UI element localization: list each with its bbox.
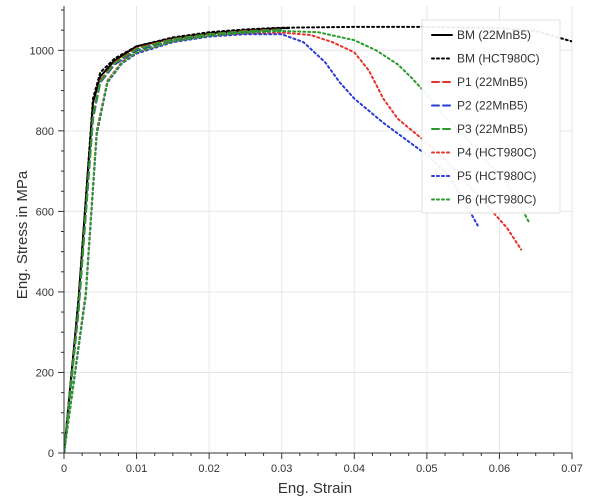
- series-line-2: [64, 25, 572, 453]
- y-tick-label: 1000: [30, 45, 54, 57]
- legend-label: BM (22MnB5): [457, 28, 531, 42]
- x-tick-label: 0: [61, 463, 67, 475]
- x-tick-label: 0.06: [489, 463, 510, 475]
- legend-label: P1 (22MnB5): [457, 75, 528, 89]
- x-tick-label: 0.05: [416, 463, 437, 475]
- y-tick-label: 600: [36, 206, 54, 218]
- x-tick-label: 0.03: [271, 463, 292, 475]
- x-tick-label: 0.02: [198, 463, 219, 475]
- legend-label: BM (HCT980C): [457, 52, 540, 66]
- legend: BM (22MnB5) BM (HCT980C) P1 (22MnB5) P2 (22…: [421, 19, 561, 214]
- x-tick-label: 0.04: [344, 463, 365, 475]
- x-tick-label: 0.07: [561, 463, 582, 475]
- series-line-5: [64, 28, 283, 453]
- legend-label: P6 (HCT980C): [457, 193, 536, 207]
- legend-label: P5 (HCT980C): [457, 169, 536, 183]
- x-axis-title: Eng. Strain: [278, 480, 352, 497]
- y-tick-label: 800: [36, 126, 54, 138]
- legend-label: P2 (22MnB5): [457, 99, 528, 113]
- series-line-7: [64, 33, 479, 453]
- y-tick-label: 400: [36, 287, 54, 299]
- y-tick-label: 0: [48, 448, 54, 460]
- axes: [58, 6, 573, 459]
- tick-labels: 0 0.01 0.02 0.03 0.04 0.05 0.06 0.07 0 200 400 600 8…: [30, 45, 583, 475]
- series-line-4: [64, 29, 283, 453]
- legend-label: P3 (22MnB5): [457, 122, 528, 136]
- y-axis-title: Eng. Stress in MPa: [14, 170, 31, 299]
- y-tick-label: 200: [36, 367, 54, 379]
- legend-label: P4 (HCT980C): [457, 146, 536, 160]
- x-tick-label: 0.01: [126, 463, 147, 475]
- legend-box: [421, 19, 561, 214]
